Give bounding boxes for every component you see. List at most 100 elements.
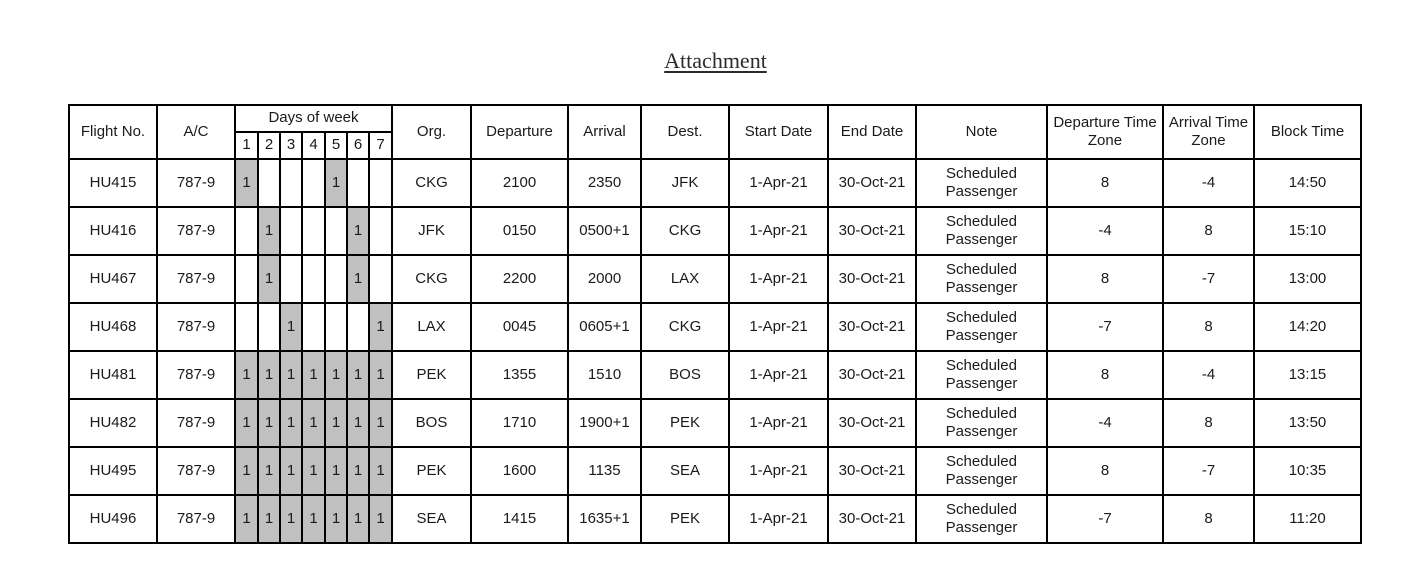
cell-day-4: 1: [301, 446, 326, 496]
cell-day-5: 1: [324, 446, 348, 496]
cell-aircraft: 787-9: [156, 254, 236, 304]
cell-arrival-time-zone: 8: [1162, 206, 1255, 256]
cell-departure: 2100: [470, 158, 569, 208]
header-departure: Departure: [470, 104, 569, 160]
cell-arrival: 2350: [567, 158, 642, 208]
cell-org: JFK: [391, 206, 472, 256]
header-arrival-time-zone: Arrival Time Zone: [1162, 104, 1255, 160]
cell-arrival-time-zone: -7: [1162, 254, 1255, 304]
cell-start-date: 1-Apr-21: [728, 254, 829, 304]
header-day-7: 7: [368, 131, 393, 160]
cell-day-4: [301, 254, 326, 304]
cell-note: Scheduled Passenger: [915, 254, 1048, 304]
cell-end-date: 30-Oct-21: [827, 350, 917, 400]
cell-end-date: 30-Oct-21: [827, 398, 917, 448]
cell-day-1: [234, 302, 259, 352]
cell-day-4: 1: [301, 398, 326, 448]
cell-arrival: 1900+1: [567, 398, 642, 448]
cell-departure: 0150: [470, 206, 569, 256]
header-day-2: 2: [257, 131, 281, 160]
cell-day-3: [279, 206, 303, 256]
cell-flight-no: HU481: [68, 350, 158, 400]
cell-day-5: 1: [324, 350, 348, 400]
cell-block-time: 13:15: [1253, 350, 1362, 400]
cell-day-7: 1: [368, 494, 393, 544]
cell-day-2: 1: [257, 446, 281, 496]
cell-day-7: [368, 158, 393, 208]
cell-day-1: 1: [234, 446, 259, 496]
header-dest: Dest.: [640, 104, 730, 160]
cell-dest: CKG: [640, 302, 730, 352]
cell-day-6: 1: [346, 398, 370, 448]
cell-day-6: 1: [346, 206, 370, 256]
header-aircraft: A/C: [156, 104, 236, 160]
cell-day-1: 1: [234, 494, 259, 544]
header-day-1: 1: [234, 131, 259, 160]
cell-flight-no: HU495: [68, 446, 158, 496]
cell-arrival: 0500+1: [567, 206, 642, 256]
cell-org: CKG: [391, 254, 472, 304]
header-day-4: 4: [301, 131, 326, 160]
table-row: HU415 787-9 1 1 CKG 2100 2350 JFK 1-Apr-21 30-Oct…: [68, 158, 1362, 208]
cell-day-4: 1: [301, 494, 326, 544]
cell-departure: 1355: [470, 350, 569, 400]
cell-departure-time-zone: 8: [1046, 254, 1164, 304]
cell-arrival-time-zone: -4: [1162, 158, 1255, 208]
header-note: Note: [915, 104, 1048, 160]
cell-arrival-time-zone: -7: [1162, 446, 1255, 496]
cell-departure-time-zone: 8: [1046, 158, 1164, 208]
table-row: HU468 787-9 1 1 LAX 0045 0605+1 CKG 1-Apr-21 30-O…: [68, 302, 1362, 352]
cell-departure: 1710: [470, 398, 569, 448]
cell-day-6: [346, 158, 370, 208]
header-day-5: 5: [324, 131, 348, 160]
cell-block-time: 13:00: [1253, 254, 1362, 304]
cell-day-6: 1: [346, 350, 370, 400]
cell-day-3: 1: [279, 398, 303, 448]
header-arrival: Arrival: [567, 104, 642, 160]
cell-day-6: [346, 302, 370, 352]
cell-day-1: 1: [234, 398, 259, 448]
cell-arrival: 2000: [567, 254, 642, 304]
cell-day-3: 1: [279, 350, 303, 400]
cell-dest: BOS: [640, 350, 730, 400]
cell-day-6: 1: [346, 254, 370, 304]
cell-day-3: 1: [279, 302, 303, 352]
cell-block-time: 14:50: [1253, 158, 1362, 208]
cell-departure: 1600: [470, 446, 569, 496]
cell-arrival-time-zone: 8: [1162, 398, 1255, 448]
cell-day-4: [301, 206, 326, 256]
cell-flight-no: HU468: [68, 302, 158, 352]
cell-aircraft: 787-9: [156, 494, 236, 544]
table-row: HU467 787-9 1 1 CKG 2200 2000 LAX 1-Apr-21 30-Oct…: [68, 254, 1362, 304]
cell-dest: JFK: [640, 158, 730, 208]
cell-end-date: 30-Oct-21: [827, 494, 917, 544]
cell-departure: 2200: [470, 254, 569, 304]
cell-departure: 1415: [470, 494, 569, 544]
header-start-date: Start Date: [728, 104, 829, 160]
cell-dest: CKG: [640, 206, 730, 256]
cell-day-1: [234, 254, 259, 304]
cell-day-2: 1: [257, 254, 281, 304]
cell-org: CKG: [391, 158, 472, 208]
cell-day-2: 1: [257, 206, 281, 256]
cell-day-6: 1: [346, 494, 370, 544]
cell-day-7: 1: [368, 446, 393, 496]
table-row: HU482 787-9 1 1 1 1 1 1 1 BOS 1710 1900+1 PEK 1-Apr-2…: [68, 398, 1362, 448]
cell-day-7: [368, 206, 393, 256]
cell-end-date: 30-Oct-21: [827, 254, 917, 304]
header-flight-no: Flight No.: [68, 104, 158, 160]
cell-day-4: [301, 158, 326, 208]
cell-arrival-time-zone: -4: [1162, 350, 1255, 400]
cell-end-date: 30-Oct-21: [827, 206, 917, 256]
cell-org: BOS: [391, 398, 472, 448]
cell-note: Scheduled Passenger: [915, 398, 1048, 448]
cell-dest: PEK: [640, 398, 730, 448]
cell-day-3: 1: [279, 494, 303, 544]
cell-block-time: 14:20: [1253, 302, 1362, 352]
cell-day-2: [257, 302, 281, 352]
header-block-time: Block Time: [1253, 104, 1362, 160]
header-departure-time-zone: Departure Time Zone: [1046, 104, 1164, 160]
cell-dest: LAX: [640, 254, 730, 304]
cell-arrival: 0605+1: [567, 302, 642, 352]
cell-note: Scheduled Passenger: [915, 446, 1048, 496]
